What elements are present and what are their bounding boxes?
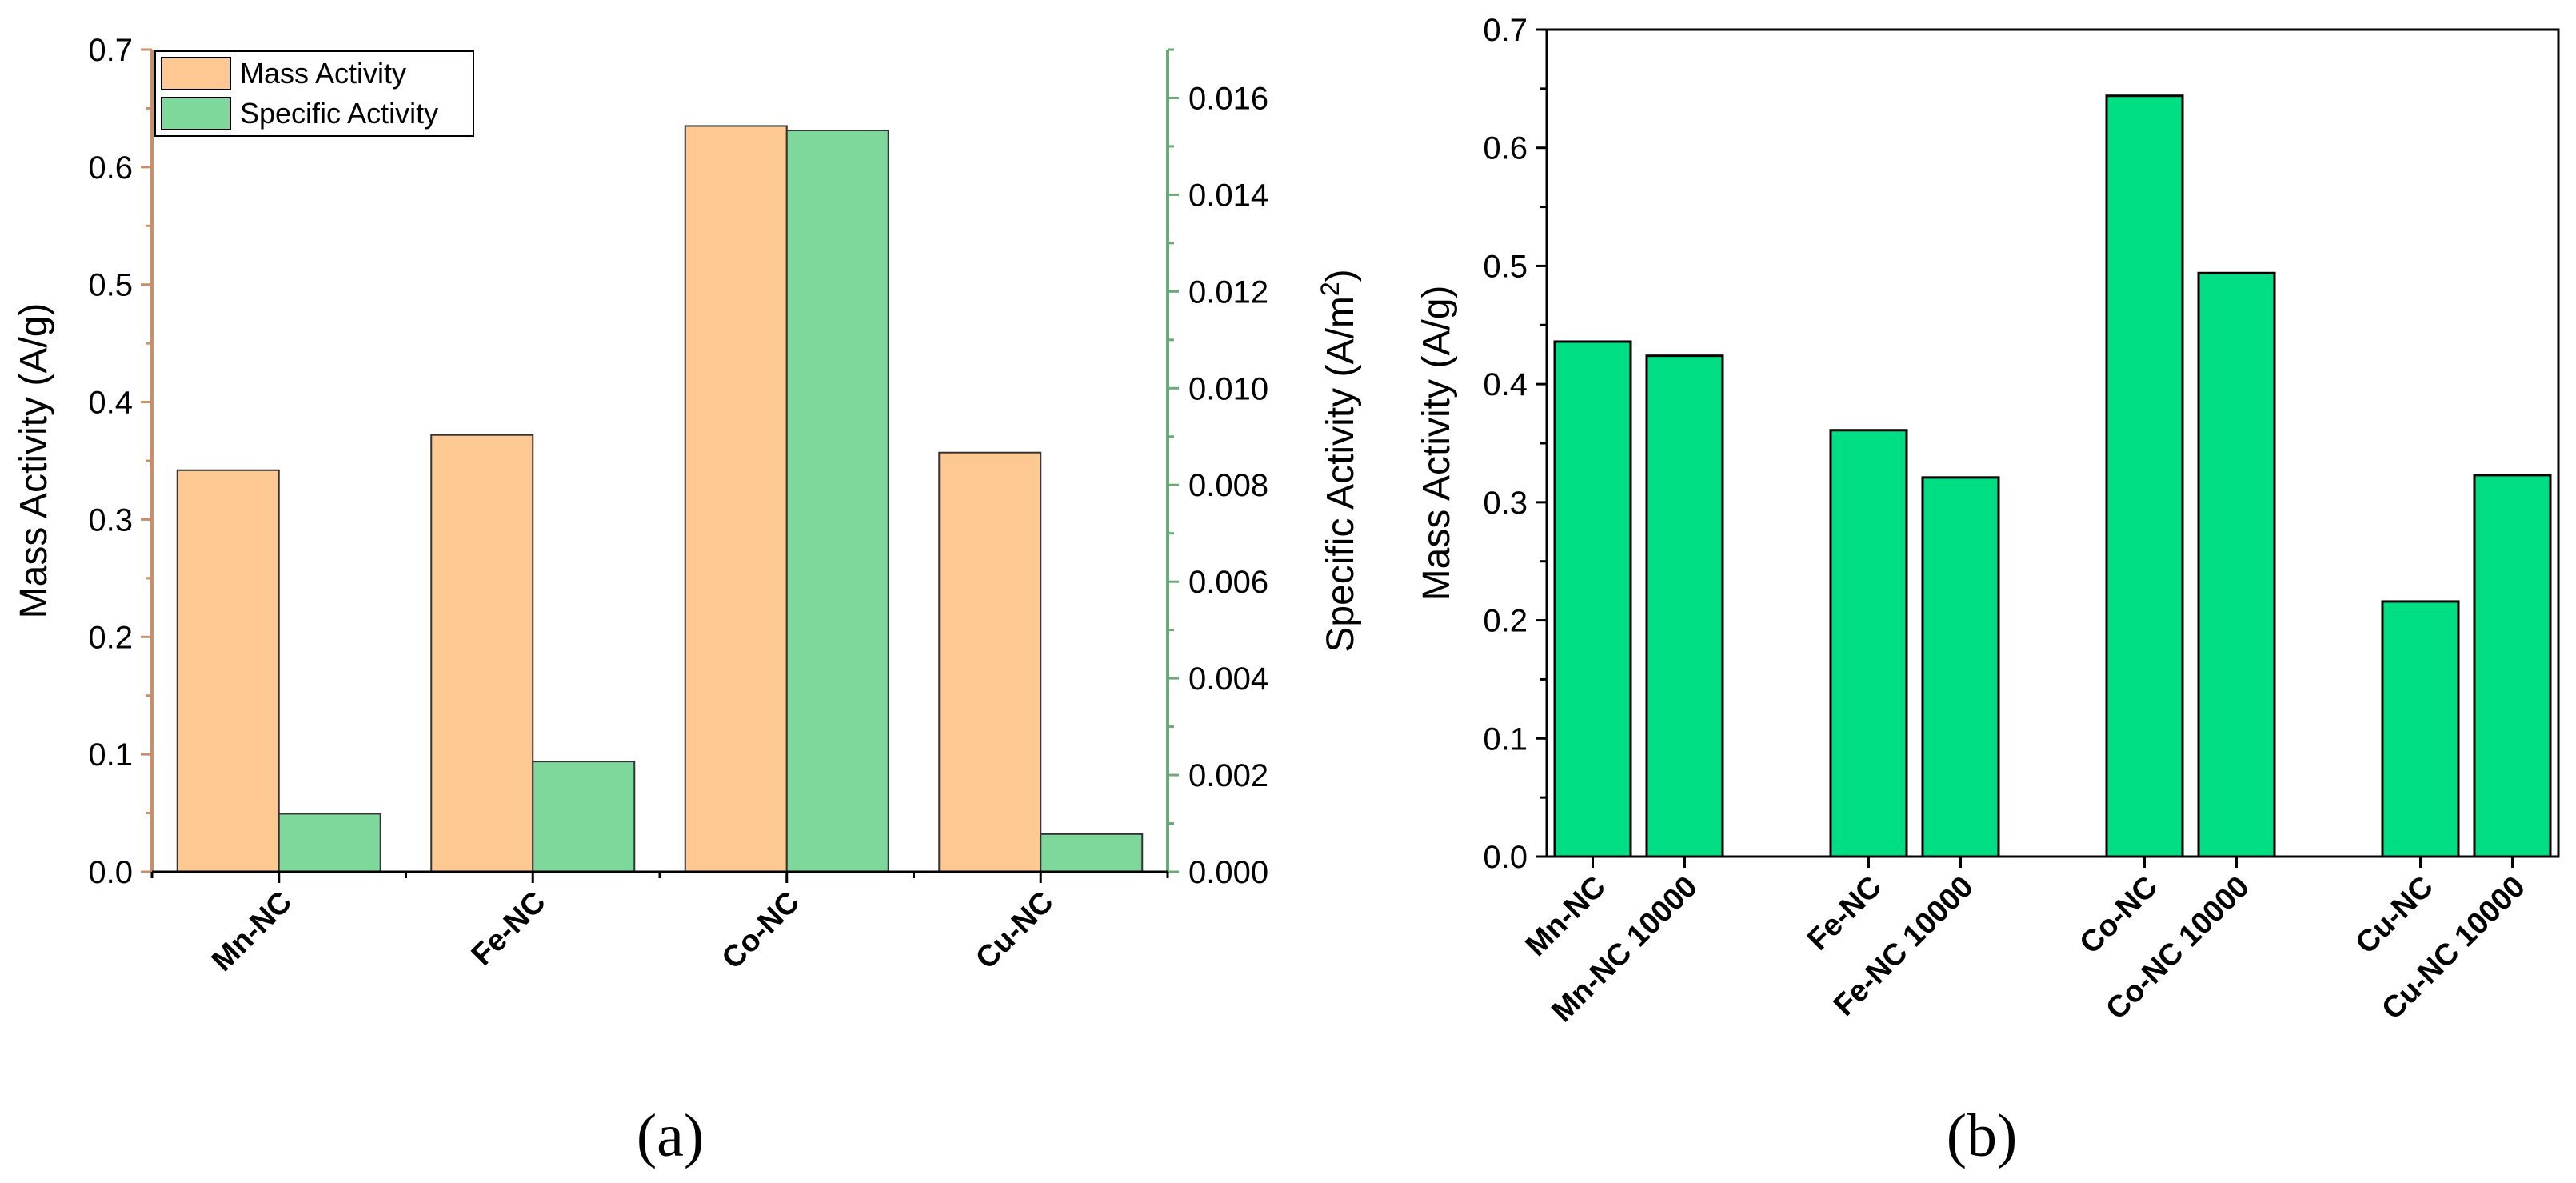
a-y2-title-end: ) [1320,269,1362,282]
a-panel-label: (a) [637,1102,704,1169]
a-left-tick-label: 0.5 [88,268,133,303]
a-legend-swatch-specific [161,97,231,130]
b-tick-label: 0.7 [1483,13,1528,48]
b-category-label: Mn-NC [1520,870,1612,963]
b-tick-label: 0.3 [1483,486,1528,521]
b-bar [1829,429,1908,858]
b-bar [1921,476,2000,858]
a-left-tick-label: 0.1 [88,737,133,773]
b-bar [2381,600,2460,858]
a-bar-specific-activity [1040,833,1144,873]
b-tick-label: 0.5 [1483,249,1528,284]
a-right-tick-label: 0.004 [1188,661,1268,697]
a-x-axis-ticks [150,872,1169,883]
a-left-tick-label: 0.0 [88,855,133,890]
b-bar [1553,340,1632,858]
b-tick-label: 0.1 [1483,721,1528,757]
a-right-tick-label: 0.000 [1188,855,1268,890]
a-bars [176,125,1144,873]
b-category-label: Co-NC [2074,870,2164,961]
a-y2-title-main: Specific Activity (A/m [1320,296,1362,652]
a-bar-mass-activity [176,469,280,873]
a-bar-mass-activity [938,451,1042,873]
a-category-label: Mn-NC [206,885,298,978]
b-y-axis-title: Mass Activity (A/g) [1416,286,1458,601]
a-left-tick-label: 0.7 [88,33,133,68]
a-left-tick-label: 0.4 [88,386,133,421]
a-left-tick-label: 0.6 [88,150,133,186]
b-tick-label: 0.2 [1483,604,1528,639]
a-left-tick-label: 0.2 [88,620,133,655]
a-bar-specific-activity [785,129,889,873]
b-category-label: Cu-NC [2350,870,2440,961]
a-right-tick-label: 0.010 [1188,371,1268,406]
b-category-label: Fe-NC [1801,870,1888,957]
b-panel-label: (b) [1947,1102,2018,1169]
b-x-axis-ticks [1592,857,2514,868]
a-right-tick-label: 0.006 [1188,565,1268,600]
b-bar [1645,354,1724,858]
a-right-tick-label: 0.014 [1188,178,1268,213]
a-y2-title-sup: 2 [1316,282,1344,296]
a-category-label: Co-NC [716,885,806,976]
b-tick-label: 0.4 [1483,367,1528,402]
a-right-tick-label: 0.016 [1188,81,1268,116]
a-left-tick-label: 0.3 [88,502,133,538]
chart-panel-a: 0.0 0.1 0.2 0.3 0.4 0.5 0.6 0.7 0.000 0.002 0.004… [13,33,1362,1169]
a-legend-label-mass: Mass Activity [240,57,406,90]
b-plot-frame [1545,28,2560,858]
b-bar [2105,94,2184,858]
a-bar-specific-activity [532,761,636,873]
a-category-labels: Mn-NC Fe-NC Co-NC Cu-NC [206,885,1060,978]
a-category-label: Cu-NC [969,885,1060,976]
a-bar-mass-activity [684,125,788,873]
a-legend: Mass Activity Specific Activity [154,50,474,137]
b-bar [2473,474,2552,858]
b-y-axis-ticks: 0.0 0.1 0.2 0.3 0.4 0.5 0.6 0.7 [1483,13,1547,875]
a-legend-swatch-mass [161,57,231,90]
a-bar-specific-activity [278,813,381,873]
a-y2-axis-title: Specific Activity (A/m2) [1316,269,1362,652]
a-right-tick-label: 0.012 [1188,274,1268,310]
b-bars [1553,94,2552,858]
b-tick-label: 0.6 [1483,131,1528,166]
a-left-axis-ticks: 0.0 0.1 0.2 0.3 0.4 0.5 0.6 0.7 [88,33,152,890]
b-tick-label: 0.0 [1483,840,1528,875]
a-right-tick-label: 0.002 [1188,758,1268,793]
a-bar-mass-activity [430,434,534,873]
a-right-axis-ticks: 0.000 0.002 0.004 0.006 0.008 0.010 0.012 0.014… [1168,48,1268,890]
a-y-axis-title: Mass Activity (A/g) [13,303,55,619]
a-category-label: Fe-NC [465,885,553,973]
a-legend-label-specific: Specific Activity [240,97,438,130]
a-right-tick-label: 0.008 [1188,468,1268,503]
b-bar [2197,271,2276,858]
